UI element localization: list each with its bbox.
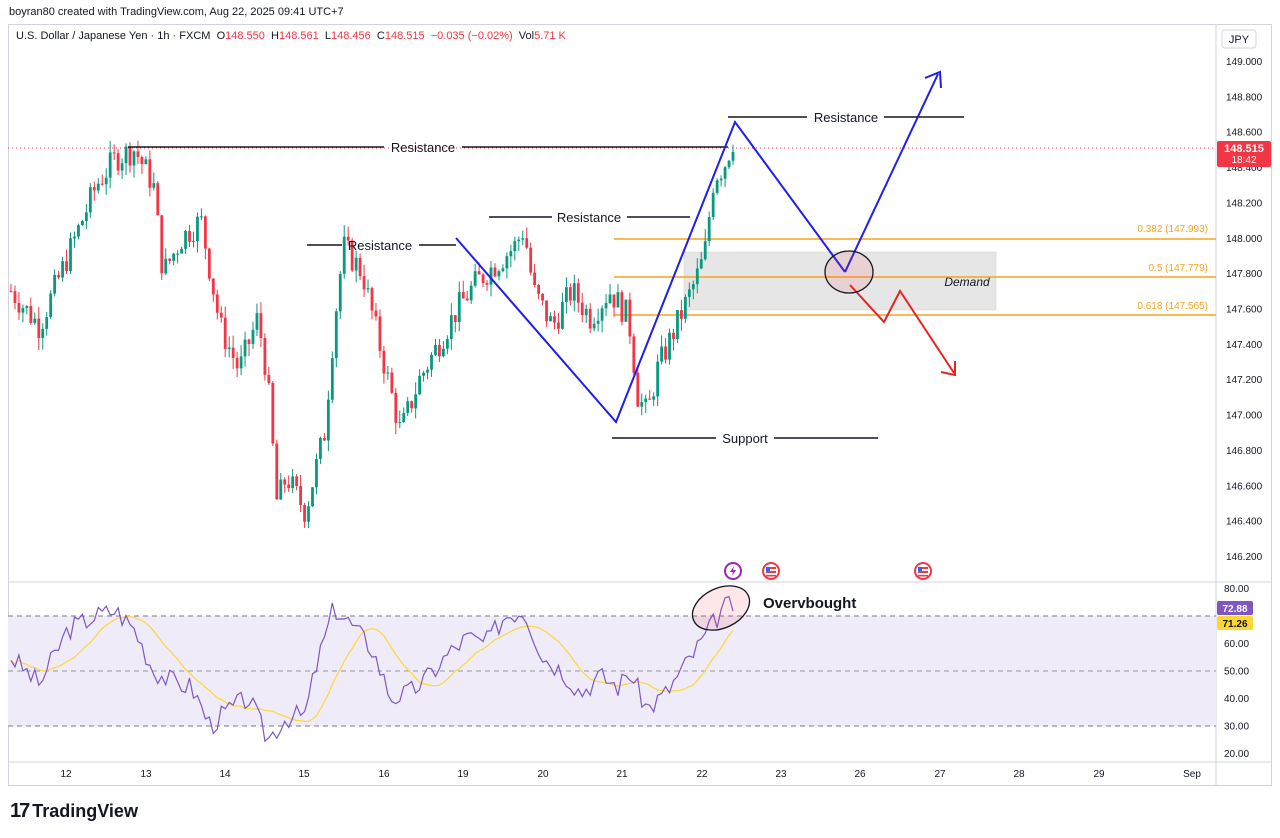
- open-label: O: [216, 30, 226, 42]
- high-value: 148.561: [278, 30, 319, 42]
- close-value: 148.515: [384, 30, 425, 42]
- change-value: −0.035 (−0.02%): [430, 30, 513, 42]
- chart-frame: [8, 24, 1272, 786]
- symbol-title: U.S. Dollar / Japanese Yen · 1h · FXCM: [16, 30, 211, 42]
- low-label: L: [324, 30, 331, 42]
- low-value: 148.456: [330, 30, 371, 42]
- tradingview-brand[interactable]: 17 TradingView: [10, 800, 138, 823]
- volume-value: 5.71 K: [534, 30, 566, 42]
- volume-label: Vol: [518, 30, 535, 42]
- high-label: H: [271, 30, 279, 42]
- symbol-legend: U.S. Dollar / Japanese Yen · 1h · FXCM O…: [16, 30, 566, 42]
- attribution: boyran80 created with TradingView.com, A…: [9, 6, 344, 18]
- tradingview-logo-icon: 17: [10, 800, 30, 822]
- close-label: C: [376, 30, 385, 42]
- brand-name: TradingView: [32, 801, 138, 821]
- open-value: 148.550: [225, 30, 265, 42]
